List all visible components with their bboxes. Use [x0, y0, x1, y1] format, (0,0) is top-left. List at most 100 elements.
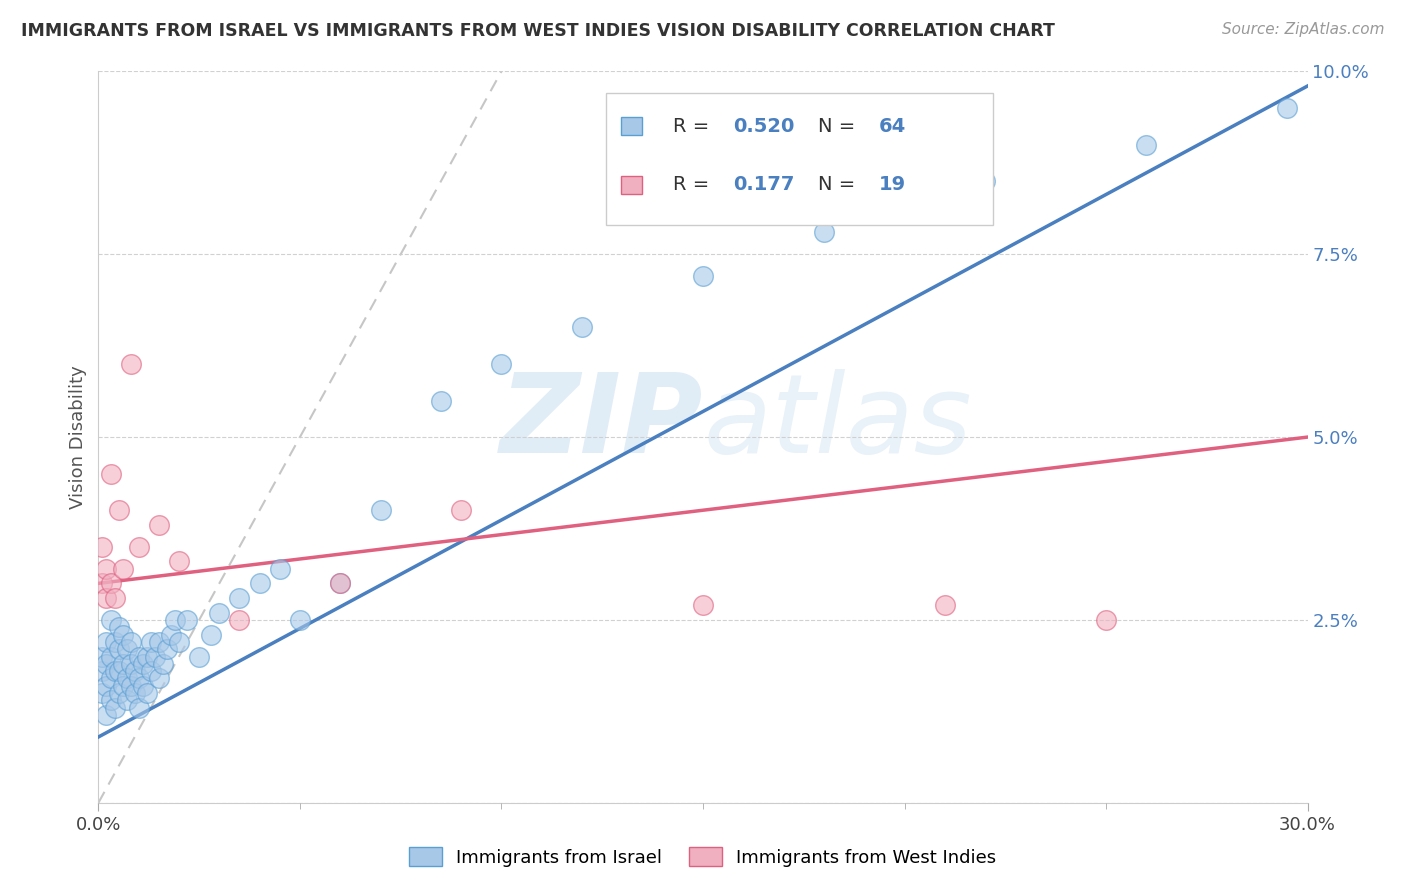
- Point: [132, 679, 155, 693]
- Point: [120, 657, 142, 671]
- Point: [1135, 137, 1157, 152]
- Text: 19: 19: [879, 175, 905, 194]
- Point: [167, 554, 190, 568]
- Point: [120, 357, 142, 371]
- Point: [692, 599, 714, 613]
- Text: N =: N =: [818, 117, 855, 136]
- Point: [91, 540, 114, 554]
- Point: [103, 591, 125, 605]
- Point: [491, 357, 513, 371]
- Point: [160, 627, 183, 641]
- Point: [115, 693, 138, 707]
- Point: [111, 627, 134, 641]
- Point: [100, 613, 122, 627]
- Point: [188, 649, 211, 664]
- Point: [228, 613, 250, 627]
- Point: [96, 635, 118, 649]
- Point: [370, 503, 392, 517]
- FancyBboxPatch shape: [621, 117, 643, 136]
- Point: [1095, 613, 1118, 627]
- FancyBboxPatch shape: [606, 94, 993, 225]
- Point: [132, 657, 155, 671]
- Point: [228, 591, 250, 605]
- Point: [329, 576, 352, 591]
- Point: [96, 657, 118, 671]
- Point: [974, 174, 997, 188]
- Point: [91, 686, 114, 700]
- Y-axis label: Vision Disability: Vision Disability: [69, 365, 87, 509]
- Point: [96, 591, 118, 605]
- Point: [100, 672, 122, 686]
- Point: [139, 664, 162, 678]
- Text: atlas: atlas: [703, 369, 972, 476]
- Point: [107, 686, 129, 700]
- Point: [450, 503, 472, 517]
- Text: Source: ZipAtlas.com: Source: ZipAtlas.com: [1222, 22, 1385, 37]
- Point: [91, 664, 114, 678]
- Point: [135, 649, 157, 664]
- Point: [120, 679, 142, 693]
- Point: [143, 649, 166, 664]
- Point: [128, 700, 150, 714]
- Legend: Immigrants from Israel, Immigrants from West Indies: Immigrants from Israel, Immigrants from …: [402, 840, 1004, 874]
- Point: [91, 649, 114, 664]
- Point: [100, 576, 122, 591]
- Point: [156, 642, 179, 657]
- Point: [430, 393, 453, 408]
- Point: [1277, 101, 1299, 115]
- Point: [148, 635, 170, 649]
- Point: [107, 642, 129, 657]
- Point: [100, 693, 122, 707]
- Point: [128, 672, 150, 686]
- Point: [148, 672, 170, 686]
- Point: [124, 686, 146, 700]
- Point: [96, 562, 118, 576]
- Text: IMMIGRANTS FROM ISRAEL VS IMMIGRANTS FROM WEST INDIES VISION DISABILITY CORRELAT: IMMIGRANTS FROM ISRAEL VS IMMIGRANTS FRO…: [21, 22, 1054, 40]
- Point: [288, 613, 311, 627]
- Point: [167, 635, 190, 649]
- Text: N =: N =: [818, 175, 855, 194]
- Point: [96, 679, 118, 693]
- FancyBboxPatch shape: [621, 176, 643, 194]
- Point: [103, 700, 125, 714]
- Point: [103, 664, 125, 678]
- Point: [208, 606, 231, 620]
- Point: [107, 503, 129, 517]
- Point: [103, 635, 125, 649]
- Point: [139, 635, 162, 649]
- Text: ZIP: ZIP: [499, 369, 703, 476]
- Point: [152, 657, 174, 671]
- Point: [107, 664, 129, 678]
- Point: [176, 613, 198, 627]
- Point: [96, 708, 118, 723]
- Point: [120, 635, 142, 649]
- Point: [269, 562, 291, 576]
- Text: R =: R =: [672, 117, 716, 136]
- Point: [115, 642, 138, 657]
- Point: [100, 467, 122, 481]
- Point: [107, 620, 129, 634]
- Point: [692, 269, 714, 284]
- Point: [135, 686, 157, 700]
- Point: [124, 664, 146, 678]
- Point: [200, 627, 222, 641]
- Point: [111, 679, 134, 693]
- Text: R =: R =: [672, 175, 716, 194]
- Point: [128, 540, 150, 554]
- Point: [115, 672, 138, 686]
- Point: [163, 613, 186, 627]
- Point: [111, 657, 134, 671]
- Point: [571, 320, 593, 334]
- Point: [128, 649, 150, 664]
- Point: [249, 576, 271, 591]
- Point: [329, 576, 352, 591]
- Point: [100, 649, 122, 664]
- Point: [91, 576, 114, 591]
- Point: [813, 225, 835, 239]
- Text: 0.177: 0.177: [734, 175, 794, 194]
- Text: 64: 64: [879, 117, 905, 136]
- Point: [111, 562, 134, 576]
- Text: 0.520: 0.520: [734, 117, 794, 136]
- Point: [148, 517, 170, 532]
- Point: [934, 599, 956, 613]
